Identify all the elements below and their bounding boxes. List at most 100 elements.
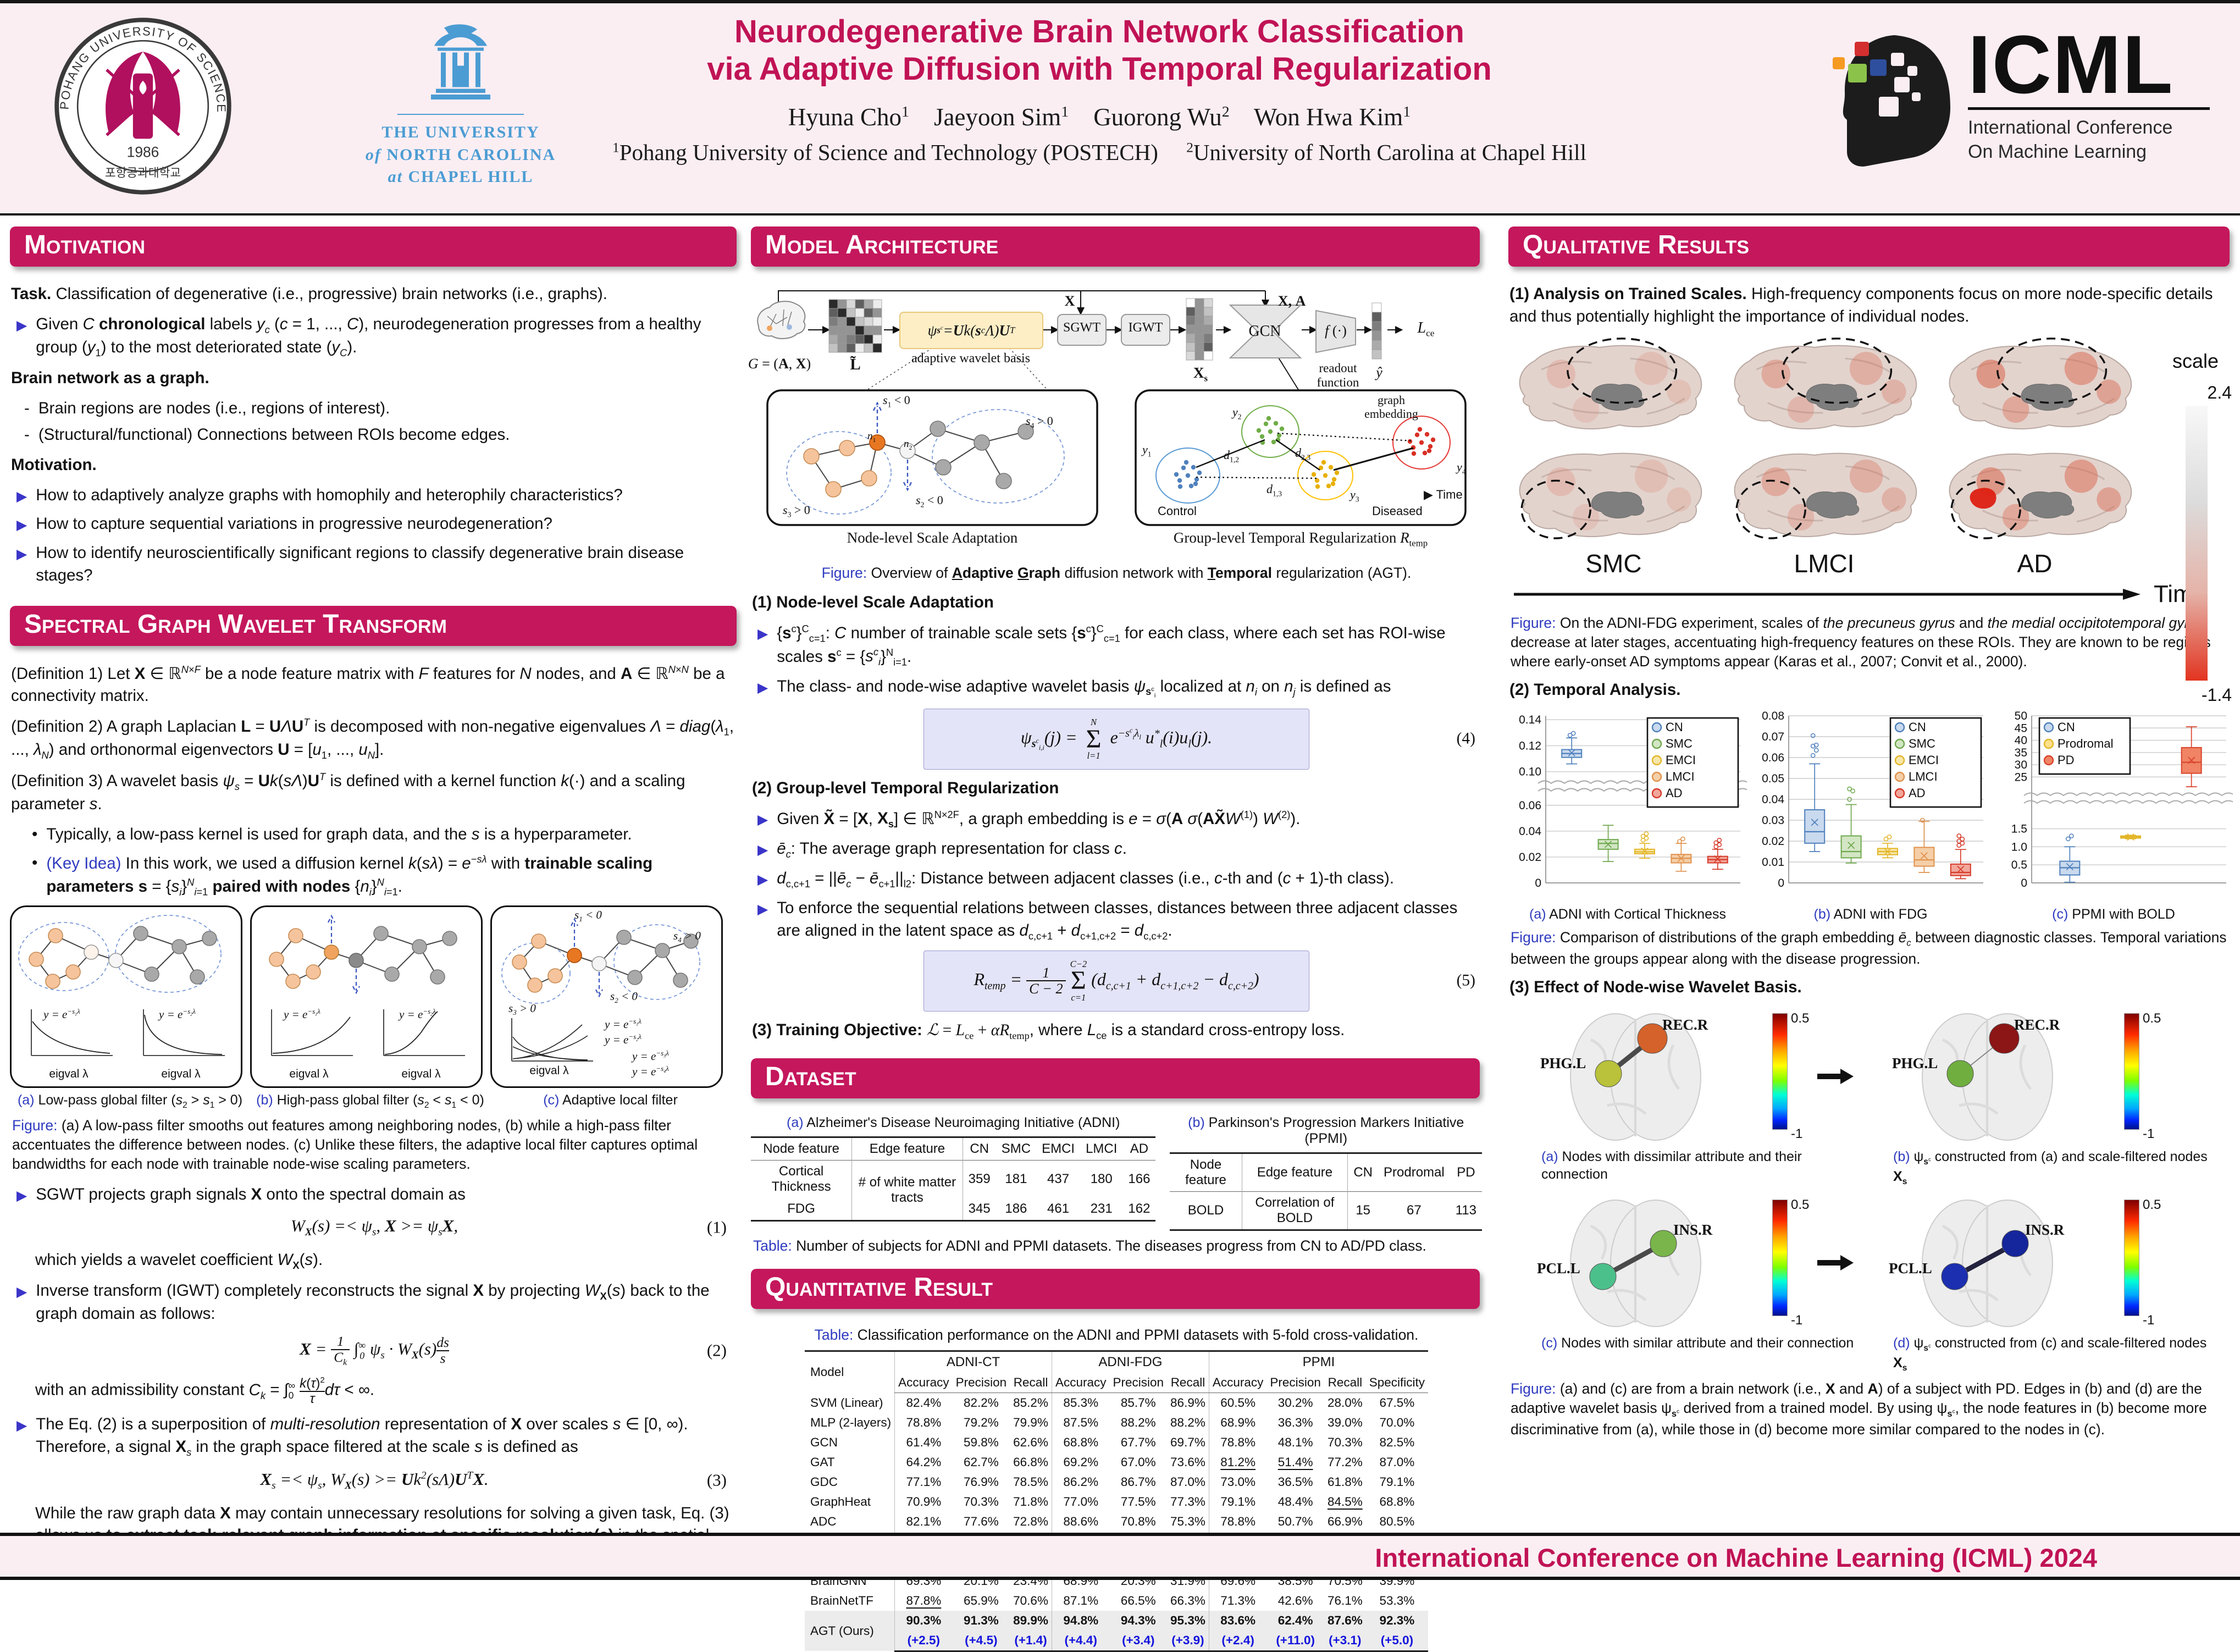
node-label: PCL.L: [1537, 1259, 1580, 1277]
brain-image: [1734, 453, 1917, 540]
icml-sub2: On Machine Learning: [1968, 141, 2147, 162]
brain-axial-image: [1570, 1199, 1701, 1327]
metric-cell: 66.8%: [1013, 1455, 1048, 1469]
arch-label-xa: X, A: [1277, 293, 1306, 309]
svg-text:SMC: SMC: [1666, 737, 1693, 750]
svg-text:0.07: 0.07: [1762, 731, 1784, 743]
metric-cell: 66.3%: [1170, 1593, 1205, 1607]
motivation-question: How to identify neuroscientifically sign…: [36, 544, 684, 584]
svg-text:30: 30: [2015, 759, 2027, 771]
node-label: PCL.L: [1889, 1259, 1932, 1277]
arch-label-lce: Lce: [1417, 319, 1435, 339]
metric-cell: 61.8%: [1327, 1474, 1363, 1489]
architecture-arrows-icon: [757, 290, 1467, 526]
svg-text:CN: CN: [1666, 720, 1683, 734]
table-header: Edge feature: [851, 1137, 963, 1161]
svg-text:0.06: 0.06: [1519, 799, 1541, 812]
icml-head-icon: [1833, 35, 1950, 167]
metric-cell: 85.7%: [1120, 1395, 1156, 1410]
gtr-bullet: ēc: The average graph representation for…: [777, 839, 1127, 860]
metric-cell: 88.2%: [1120, 1415, 1156, 1429]
arch-readout-f: f (·): [1325, 323, 1347, 339]
svg-text:CN: CN: [2058, 720, 2075, 734]
table-cell: 15: [1347, 1191, 1378, 1230]
boxplot-figure: 0.10 0.12 0.14 0 0.02 0.04 0.06 CN SMC EMCI LMCI AD…: [1508, 709, 2236, 922]
chart-caption-b: (b) ADNI with FDG: [1813, 907, 1928, 922]
dash-icon: -: [24, 399, 30, 417]
brain-image: [1519, 453, 1702, 540]
filter-caption-a: (a) Low-pass global filter (s2 > s1 > 0): [17, 1092, 243, 1110]
table-cell: 231: [1090, 1201, 1113, 1216]
arch-y3: y3: [1350, 488, 1359, 504]
authors: Hyuna Cho1 Jaeyoon Sim1 Guorong Wu2 Won …: [788, 103, 1411, 131]
unc-logo: THE UNIVERSITY of NORTH CAROLINA at CHAP…: [345, 18, 576, 189]
arch-readout-label: readout function: [1317, 361, 1359, 390]
architecture-caption: Figure: Overview of Adaptive Graph diffu…: [821, 565, 1412, 581]
metric-cell: 78.8%: [1208, 1511, 1267, 1532]
model-name: SVM (Linear): [810, 1395, 883, 1410]
footer: International Conference on Machine Lear…: [0, 1533, 2240, 1580]
metric-cell: 68.8%: [1051, 1432, 1110, 1452]
curve-formula: y = e−s3λ: [632, 1048, 669, 1063]
curve-formula: y = e−s1λ: [605, 1016, 641, 1031]
svg-text:CN: CN: [1909, 720, 1926, 734]
wb-caption-a: (a) Nodes with dissimilar attribute and …: [1541, 1148, 1802, 1183]
arrow-right-icon: [1817, 1255, 1854, 1271]
arch-label-graph: G = (A, X): [748, 356, 811, 372]
filter-panel-c: s1 < 0 s4 > 0 s2 < 0 s3 > 0 y = e−s1λ y …: [490, 905, 723, 1088]
poster-title: Neurodegenerative Brain Network Classifi…: [707, 14, 1492, 87]
igwt-text: Inverse transform (IGWT) completely reco…: [36, 1281, 710, 1323]
svg-text:0: 0: [1535, 877, 1541, 889]
metric-cell: 28.0%: [1327, 1395, 1363, 1410]
icml-wordmark: ICML: [1968, 18, 2174, 110]
table-cell: 113: [1455, 1203, 1476, 1218]
arch-label-x: X: [1064, 293, 1075, 309]
metric-cell: 79.9%: [1013, 1415, 1048, 1429]
metric-cell: 78.8%: [894, 1412, 953, 1433]
metric-cell: 66.5%: [1120, 1593, 1156, 1607]
metric-cell: 82.1%: [894, 1511, 953, 1532]
wb-panel-b: REC.R PHG.L: [1860, 1007, 2119, 1147]
arch-nsa-caption: Node-level Scale Adaptation: [847, 529, 1018, 546]
curve-formula: y = e−s1λ: [43, 1007, 80, 1021]
graph-head: Brain network as a graph.: [11, 368, 209, 387]
wb-panel-a: REC.R PHG.L: [1508, 1007, 1767, 1147]
curve-formula: y = e−s2λ: [159, 1007, 196, 1021]
metric-cell: 87.8%: [894, 1590, 953, 1611]
table-header: Node feature: [1185, 1157, 1226, 1187]
arch-graph-embedding: graph embedding: [1364, 393, 1418, 421]
metric-cell: 87.5%: [1051, 1412, 1110, 1433]
icml-sub1: International Conference: [1968, 117, 2173, 138]
table-header: Node feature: [763, 1141, 839, 1156]
brain-image: [1949, 338, 2132, 430]
metric-cell: 68.8%: [1379, 1494, 1415, 1509]
metric-cell: 84.5%: [1327, 1494, 1363, 1509]
metric-cell: 42.6%: [1277, 1593, 1313, 1607]
section-quantitative: Quantitative Result: [751, 1268, 1480, 1309]
scale-label: s2 < 0: [610, 989, 638, 1004]
metric-cell: 66.9%: [1327, 1514, 1363, 1528]
metric-cell: 85.3%: [1051, 1393, 1110, 1413]
svg-text:1.0: 1.0: [2011, 841, 2027, 853]
metric-cell: 77.6%: [963, 1514, 999, 1528]
model-name: ADC: [810, 1514, 837, 1528]
svg-text:0.10: 0.10: [1519, 766, 1541, 778]
dataset-caption: Table: Number of subjects for ADNI and P…: [753, 1237, 1426, 1254]
motivation-bullet: Given C chronological labels yc (c = 1, …: [36, 314, 701, 358]
dataset-ppmi-head: (b) Parkinson's Progression Markers Init…: [1188, 1115, 1464, 1146]
metric-cell: 79.1%: [1379, 1474, 1415, 1489]
scale-colorbar: [2186, 406, 2208, 681]
model-name: GCN: [810, 1435, 838, 1449]
stage-label-lmci: LMCI: [1794, 549, 1855, 578]
svg-text:0.02: 0.02: [1762, 835, 1784, 848]
brain-scales-figure: scale 2.4 -1.4 SMC LMCI AD Time: [1508, 335, 2232, 705]
footer-text: International Conference on Machine Lear…: [1375, 1543, 2097, 1572]
motivation-question: How to adaptively analyze graphs with ho…: [36, 485, 623, 504]
arch-d13: d1,3: [1266, 482, 1282, 498]
svg-text:35: 35: [2015, 747, 2027, 759]
filter-panel-a: y = e−s1λ y = e−s2λ eigval λ eigval λ: [10, 905, 242, 1088]
metric-cell: 48.4%: [1277, 1494, 1313, 1509]
